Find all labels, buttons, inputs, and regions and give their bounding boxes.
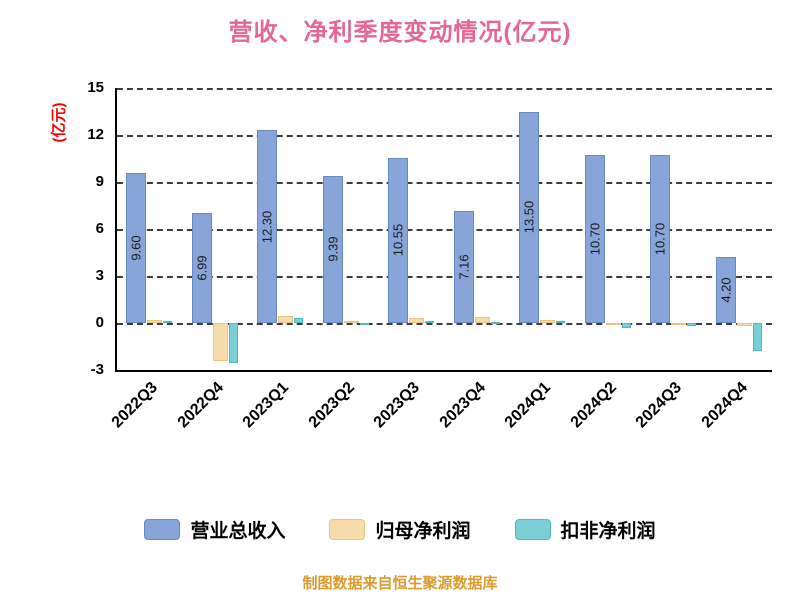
- data-source-note: 制图数据来自恒生聚源数据库: [302, 575, 498, 592]
- bar-net_profit: [736, 323, 752, 327]
- bar-revenue: [126, 172, 146, 323]
- y-tick-label: 6: [95, 220, 104, 237]
- bar-revenue: [519, 111, 539, 323]
- x-tick-label: 2023Q2: [305, 379, 358, 432]
- bar-net_profit: [212, 323, 228, 361]
- y-tick-label: -3: [90, 361, 104, 378]
- bar-deducted: [294, 318, 303, 323]
- bar-net_profit: [278, 315, 293, 323]
- chart-title: 营收、净利季度变动情况(亿元): [228, 19, 572, 46]
- bar-deducted: [228, 323, 238, 363]
- legend-item-net_profit: 归母净利润: [329, 516, 471, 543]
- bar-value-label: 10.55: [390, 224, 406, 257]
- x-tick-label: 2023Q3: [370, 379, 424, 432]
- legend-label: 归母净利润: [375, 521, 471, 542]
- bar-deducted: [687, 323, 696, 327]
- bar-value-label: 7.16: [456, 254, 471, 280]
- bar-revenue: [257, 130, 277, 323]
- bar-net_profit: [474, 316, 490, 323]
- x-tick-label: 2022Q3: [108, 379, 162, 432]
- y-tick-label: 3: [95, 267, 104, 284]
- legend: 营业总收入 归母净利润 扣非净利润: [0, 516, 800, 543]
- x-tick-label: 2023Q4: [436, 379, 489, 432]
- bar-value-label: 13.50: [521, 200, 537, 234]
- bar-deducted: [425, 321, 434, 324]
- bar-deducted: [163, 320, 172, 323]
- legend-swatch: [514, 519, 551, 540]
- x-tick-label: 2024Q3: [632, 379, 686, 432]
- x-tick-label: 2023Q1: [239, 379, 293, 432]
- bar-revenue: [388, 157, 408, 323]
- bar-value-label: 9.60: [128, 235, 144, 261]
- legend-item-deducted: 扣非净利润: [514, 516, 656, 543]
- x-tick-label: 2024Q4: [698, 379, 751, 432]
- bar-deducted: [490, 321, 500, 324]
- y-tick-label: 0: [95, 314, 104, 331]
- bar-revenue: [191, 213, 212, 323]
- bar-deducted: [621, 323, 631, 329]
- gridline: [117, 182, 772, 184]
- bar-value-label: 12.30: [259, 210, 275, 243]
- x-tick-label: 2022Q4: [174, 379, 227, 432]
- bar-net_profit: [147, 319, 162, 323]
- y-tick-label: 9: [95, 173, 104, 190]
- y-tick-label: 12: [87, 126, 104, 143]
- bar-revenue: [715, 257, 736, 323]
- bar-value-label: 6.99: [194, 255, 209, 281]
- y-tick-label: 15: [87, 79, 104, 96]
- bar-value-label: 9.39: [325, 236, 340, 263]
- bar-value-label: 10.70: [652, 222, 668, 256]
- bar-net_profit: [540, 319, 555, 323]
- bar-value-label: 10.70: [587, 222, 602, 256]
- bar-net_profit: [409, 317, 424, 323]
- x-tick-label: 2024Q2: [567, 379, 620, 432]
- bar-revenue: [584, 155, 605, 323]
- bar-deducted: [556, 320, 565, 323]
- gridline: [117, 135, 772, 137]
- bar-net_profit: [343, 320, 359, 323]
- bar-revenue: [453, 210, 474, 323]
- bar-value-label: 4.20: [718, 277, 733, 303]
- gridline: [117, 88, 772, 90]
- legend-label: 营业总收入: [190, 521, 286, 542]
- gridline: [117, 229, 772, 231]
- legend-item-revenue: 营业总收入: [144, 516, 285, 543]
- plot-area: 9.60 6.99 12.30 9.39 10.55 7.16 13.50 10.70 10.7…: [115, 88, 772, 372]
- gridline: [117, 323, 772, 325]
- bar-revenue: [650, 155, 670, 323]
- legend-label: 扣非净利润: [560, 521, 656, 542]
- x-tick-label: 2024Q1: [501, 379, 555, 432]
- bar-deducted: [752, 323, 762, 352]
- bar-net_profit: [671, 323, 686, 325]
- legend-swatch: [144, 519, 181, 540]
- bar-net_profit: [605, 323, 621, 326]
- bar-deducted: [359, 323, 369, 326]
- gridline: [117, 276, 772, 278]
- bar-revenue: [322, 175, 343, 323]
- legend-swatch: [329, 519, 366, 540]
